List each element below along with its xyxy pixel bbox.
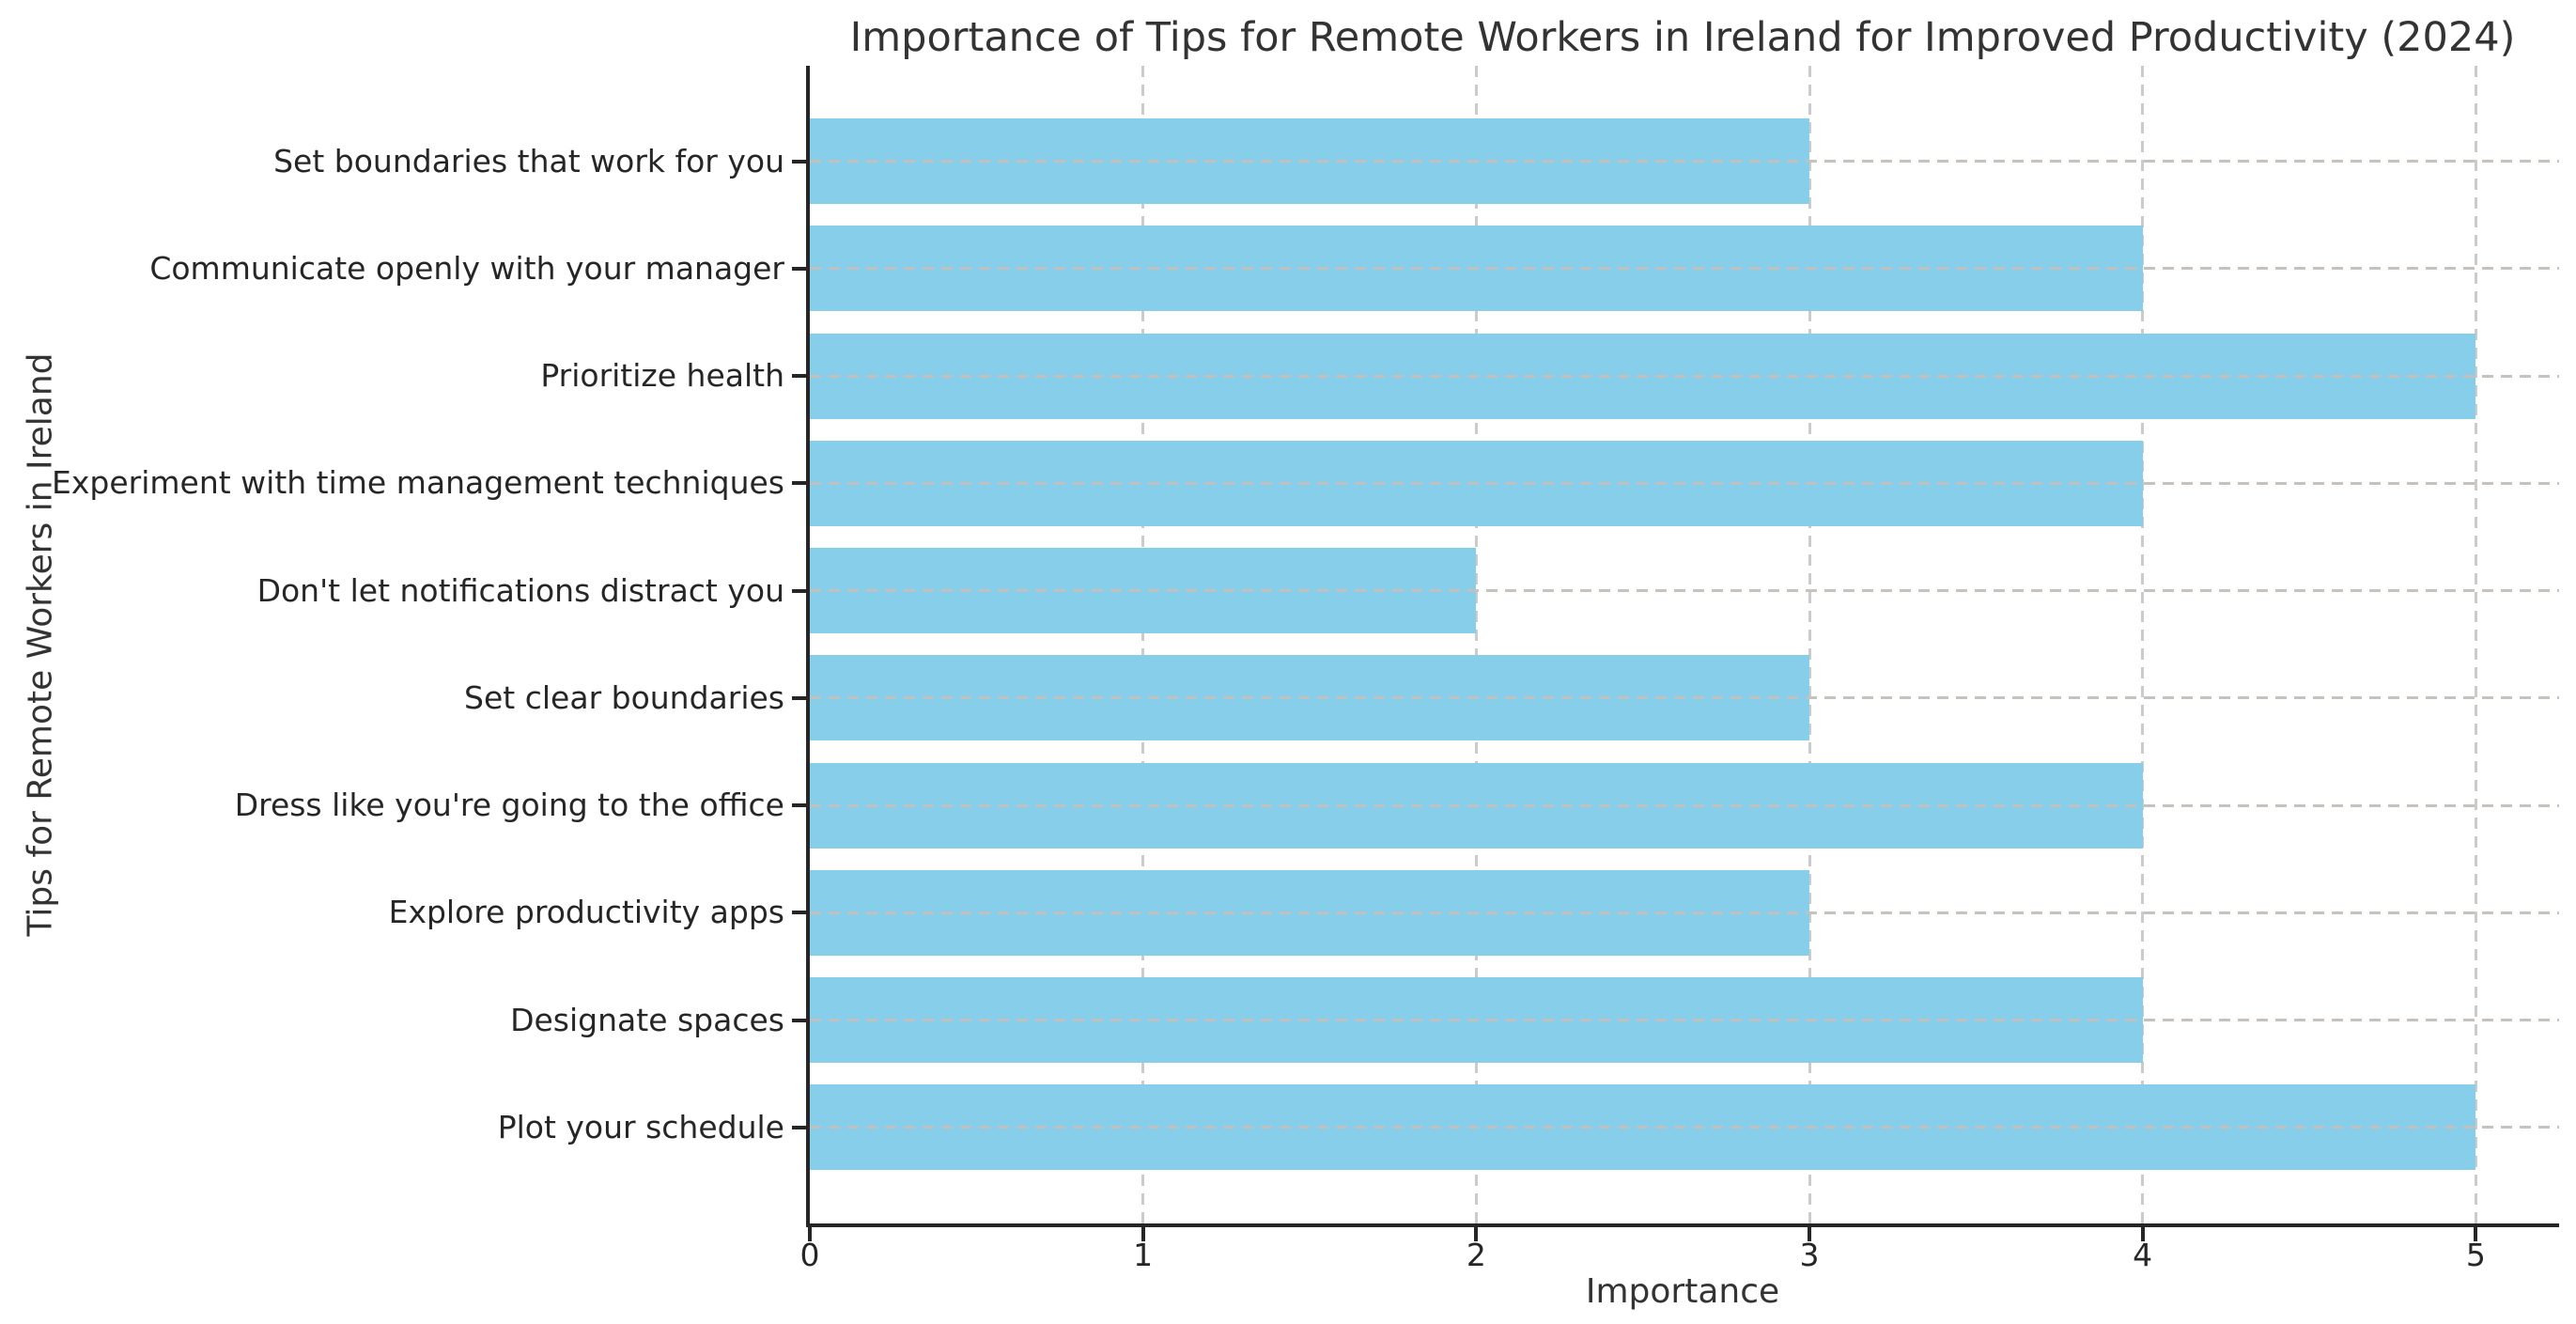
y-tick-mark: [792, 911, 806, 915]
x-tick-mark: [808, 1227, 812, 1241]
x-gridline: [2474, 66, 2477, 1223]
y-tick-mark: [792, 374, 806, 379]
category-label: Dress like you're going to the office: [234, 787, 784, 824]
x-tick-label: 3: [1799, 1237, 1820, 1273]
x-tick-mark: [2140, 1227, 2145, 1241]
y-tick-mark: [792, 1018, 806, 1022]
y-tick-mark: [792, 266, 806, 271]
y-gridline: [810, 803, 2559, 807]
category-label: Set clear boundaries: [464, 678, 784, 716]
plot-area: [806, 66, 2559, 1227]
x-tick-label: 1: [1133, 1237, 1154, 1273]
x-tick-mark: [1474, 1227, 1479, 1241]
x-gridline: [1141, 66, 1145, 1223]
y-gridline: [810, 1126, 2559, 1129]
x-gridline: [2141, 66, 2145, 1223]
y-gridline: [810, 696, 2559, 700]
x-tick-label: 4: [2133, 1237, 2153, 1273]
x-tick-label: 2: [1466, 1237, 1486, 1273]
category-label: Plot your schedule: [497, 1108, 784, 1145]
y-gridline: [810, 589, 2559, 593]
y-tick-mark: [792, 588, 806, 593]
category-label: Explore productivity apps: [388, 894, 784, 931]
category-label: Prioritize health: [540, 357, 784, 395]
y-gridline: [810, 1019, 2559, 1022]
x-tick-label: 5: [2465, 1237, 2486, 1273]
category-label: Experiment with time management techniqu…: [52, 464, 784, 502]
category-label: Set boundaries that work for you: [273, 142, 784, 179]
chart-title: Importance of Tips for Remote Workers in…: [849, 14, 2516, 61]
y-gridline: [810, 374, 2559, 378]
y-gridline: [810, 481, 2559, 485]
y-gridline: [810, 911, 2559, 914]
y-tick-mark: [792, 481, 806, 486]
y-gridline: [810, 267, 2559, 271]
y-tick-mark: [792, 1125, 806, 1129]
x-gridline: [1474, 66, 1478, 1223]
y-tick-mark: [792, 803, 806, 808]
y-tick-mark: [792, 695, 806, 700]
category-label: Communicate openly with your manager: [149, 249, 784, 287]
x-axis-label: Importance: [1585, 1272, 1780, 1311]
x-tick-mark: [2474, 1227, 2478, 1241]
category-label: Designate spaces: [510, 1001, 784, 1038]
y-axis-label: Tips for Remote Workers in Ireland: [21, 352, 60, 937]
y-tick-mark: [792, 159, 806, 164]
x-tick-label: 0: [799, 1237, 820, 1273]
x-tick-mark: [1808, 1227, 1811, 1241]
x-tick-mark: [1141, 1227, 1145, 1241]
category-label: Don't let notifications distract you: [256, 571, 784, 609]
x-gridline: [1808, 66, 1811, 1223]
y-gridline: [810, 160, 2559, 164]
